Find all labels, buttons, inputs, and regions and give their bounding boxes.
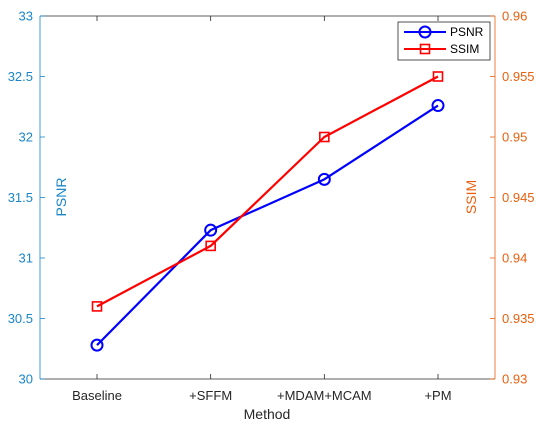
right-tick-label: 0.935 [502,311,535,326]
series-layer [90,71,445,352]
left-tick-label: 31 [19,251,33,266]
psnr-point [317,172,331,186]
ssim-point [319,131,330,143]
legend: PSNR SSIM [397,21,491,61]
x-tick-label: Baseline [72,388,122,403]
right-tick-label: 0.945 [502,190,535,205]
psnr-point [204,223,218,237]
right-tick-label: 0.96 [502,9,527,24]
left-tick-label: 32 [19,130,33,145]
left-tick-label: 33 [19,9,33,24]
x-tick-label: +SFFM [189,388,232,403]
x-tick-label: +PM [424,388,451,403]
ssim-point [91,301,103,312]
right-axis-title: SSIM [463,180,479,214]
legend-psnr-label: PSNR [450,25,484,39]
left-tick-label: 30 [19,372,33,387]
ssim-point [205,240,216,252]
right-tick-label: 0.95 [502,130,527,145]
psnr-point [90,338,104,352]
left-tick-label: 30.5 [8,311,33,326]
psnr-series-line [96,104,439,346]
legend-box [397,21,491,61]
ssim-point [432,71,444,82]
plot-area [40,16,495,379]
psnr-point [431,99,445,113]
x-tick-label: +MDAM+MCAM [277,388,372,403]
legend-psnr-marker [418,25,432,39]
ssim-series-line [96,75,439,308]
left-axis-title: PSNR [53,178,69,217]
legend-ssim-marker [419,43,431,55]
right-tick-label: 0.955 [502,69,535,84]
right-tick-label: 0.94 [502,251,527,266]
x-axis-title: Method [244,406,291,422]
left-tick-label: 32.5 [8,69,33,84]
legend-ssim-label: SSIM [450,42,479,56]
right-tick-label: 0.93 [502,372,527,387]
axes: 30 30.5 31 31.5 32 32.5 33 0.93 0.935 0.94 0.945 0.… [8,9,535,404]
left-tick-label: 31.5 [8,190,33,205]
